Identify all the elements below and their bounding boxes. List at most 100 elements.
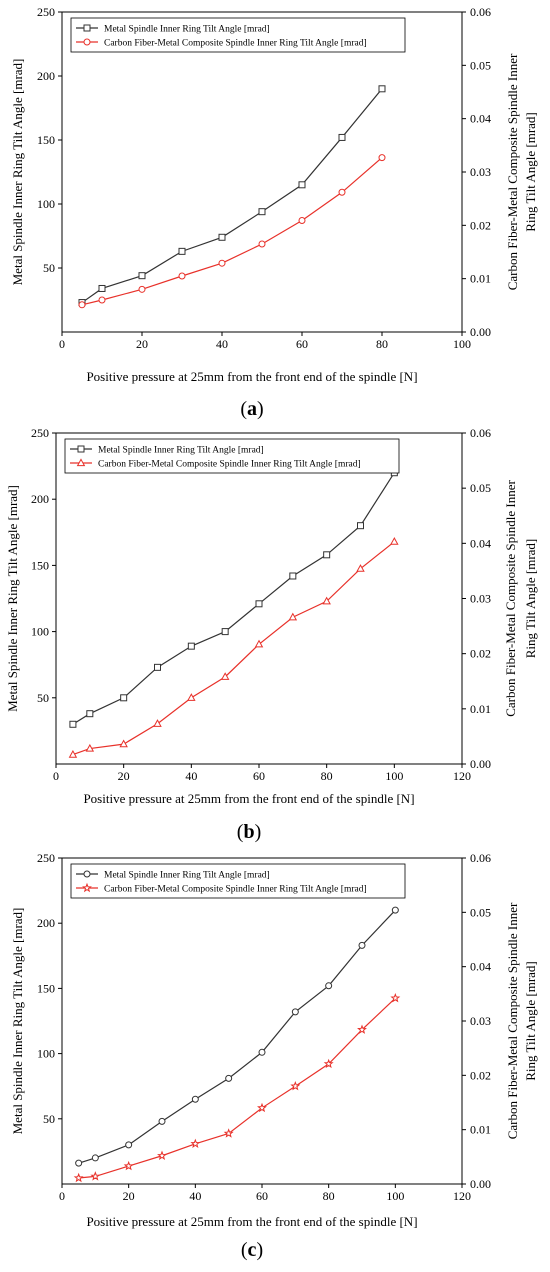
data-point [258, 208, 266, 216]
data-point [157, 1150, 167, 1160]
data-point [223, 1128, 234, 1138]
y2-axis-label-line1: Carbon Fiber-Metal Composite Spindle Inn… [503, 480, 518, 717]
data-point [391, 906, 399, 914]
y2-tick-label: 0.04 [470, 112, 491, 126]
y-tick-label: 250 [37, 851, 55, 865]
y2-tick-label: 0.03 [470, 1014, 491, 1028]
legend-entry: Carbon Fiber-Metal Composite Spindle Inn… [104, 885, 367, 895]
y-tick-label: 100 [31, 625, 49, 639]
data-point [323, 1058, 334, 1069]
x-tick-label: 0 [59, 1189, 65, 1203]
data-point [98, 284, 106, 292]
y2-tick-label: 0.01 [470, 1123, 491, 1137]
y2-tick-label: 0.00 [470, 1177, 491, 1191]
legend-box [70, 17, 406, 53]
data-point [357, 522, 364, 530]
data-point [75, 1159, 83, 1167]
data-point [257, 1102, 267, 1113]
data-point [357, 1024, 367, 1034]
series-line [78, 909, 396, 1164]
data-point [338, 133, 346, 141]
x-tick-label: 100 [385, 769, 403, 783]
data-point [178, 272, 186, 280]
panel-caption: (a) [240, 398, 263, 420]
legend: Metal Spindle Inner Ring Tilt Angle [mra… [70, 17, 406, 53]
data-point [82, 882, 92, 893]
data-point [298, 217, 306, 225]
data-point [158, 1117, 166, 1125]
legend: Metal Spindle Inner Ring Tilt Angle [mra… [64, 438, 400, 474]
x-tick-label: 20 [123, 1189, 135, 1203]
y2-axis-label-line2: Ring Tilt Angle [mrad] [523, 961, 538, 1081]
panel-caption: (b) [237, 821, 261, 843]
y2-axis-label-line1: Carbon Fiber-Metal Composite Spindle Inn… [505, 53, 520, 290]
data-point [187, 642, 195, 650]
y2-tick-label: 0.00 [470, 325, 491, 339]
y2-tick-label: 0.01 [470, 272, 491, 286]
x-tick-label: 120 [453, 1189, 471, 1203]
y-tick-label: 250 [31, 426, 49, 440]
series-line [72, 541, 395, 756]
y-tick-label: 150 [31, 558, 49, 572]
data-point [154, 663, 161, 671]
data-point [323, 551, 331, 559]
x-tick-label: 100 [386, 1189, 404, 1203]
series-metal [75, 906, 399, 1167]
data-point [153, 719, 162, 727]
legend-entry: Metal Spindle Inner Ring Tilt Angle [mra… [104, 871, 270, 881]
y-axis-label: Metal Spindle Inner Ring Tilt Angle [mra… [10, 908, 25, 1135]
series-composite [68, 537, 399, 758]
data-point [98, 296, 106, 304]
data-point [191, 1095, 199, 1103]
data-point [298, 181, 306, 189]
y-tick-label: 100 [37, 1047, 55, 1061]
y2-tick-label: 0.03 [470, 165, 491, 179]
data-point [178, 247, 186, 255]
data-point [258, 240, 266, 248]
data-point [123, 1160, 134, 1171]
data-point [254, 639, 264, 648]
data-point [187, 693, 196, 701]
panel-caption: (c) [241, 1239, 263, 1261]
legend-entry: Carbon Fiber-Metal Composite Spindle Inn… [104, 39, 367, 49]
y-axis-label: Metal Spindle Inner Ring Tilt Angle [mra… [5, 485, 20, 712]
x-axis-label: Positive pressure at 25mm from the front… [83, 791, 414, 806]
data-point [225, 1074, 233, 1082]
data-point [120, 694, 128, 702]
x-tick-label: 20 [118, 769, 130, 783]
data-point [290, 1080, 301, 1091]
legend-box [70, 863, 406, 899]
data-point [218, 259, 226, 267]
legend-entry: Metal Spindle Inner Ring Tilt Angle [mra… [98, 446, 264, 456]
y2-tick-label: 0.05 [470, 481, 491, 495]
y-tick-label: 50 [43, 1112, 55, 1126]
y2-tick-label: 0.06 [470, 5, 491, 19]
x-axis-label: Positive pressure at 25mm from the front… [86, 369, 417, 384]
x-tick-label: 100 [453, 337, 471, 351]
y-tick-label: 150 [37, 981, 55, 995]
y2-tick-label: 0.04 [470, 536, 491, 550]
x-tick-label: 60 [256, 1189, 268, 1203]
x-tick-label: 60 [296, 337, 308, 351]
y2-axis-label-line1: Carbon Fiber-Metal Composite Spindle Inn… [505, 902, 520, 1139]
data-point [119, 739, 128, 748]
data-point [390, 537, 399, 545]
series-composite [78, 154, 386, 309]
y-tick-label: 200 [31, 492, 49, 506]
legend: Metal Spindle Inner Ring Tilt Angle [mra… [70, 863, 406, 899]
x-tick-label: 60 [253, 769, 265, 783]
data-point [83, 870, 91, 878]
x-tick-label: 20 [136, 337, 148, 351]
y2-tick-label: 0.06 [470, 426, 491, 440]
x-tick-label: 80 [323, 1189, 335, 1203]
data-point [73, 1172, 84, 1183]
series-line [78, 997, 396, 1179]
plot-frame [55, 432, 463, 765]
plot-frame [61, 857, 463, 1185]
y-tick-label: 50 [43, 261, 55, 275]
data-point [68, 749, 78, 758]
data-point [289, 572, 297, 580]
y-tick-label: 200 [37, 916, 55, 930]
y-tick-label: 100 [37, 197, 55, 211]
data-point [358, 941, 366, 949]
